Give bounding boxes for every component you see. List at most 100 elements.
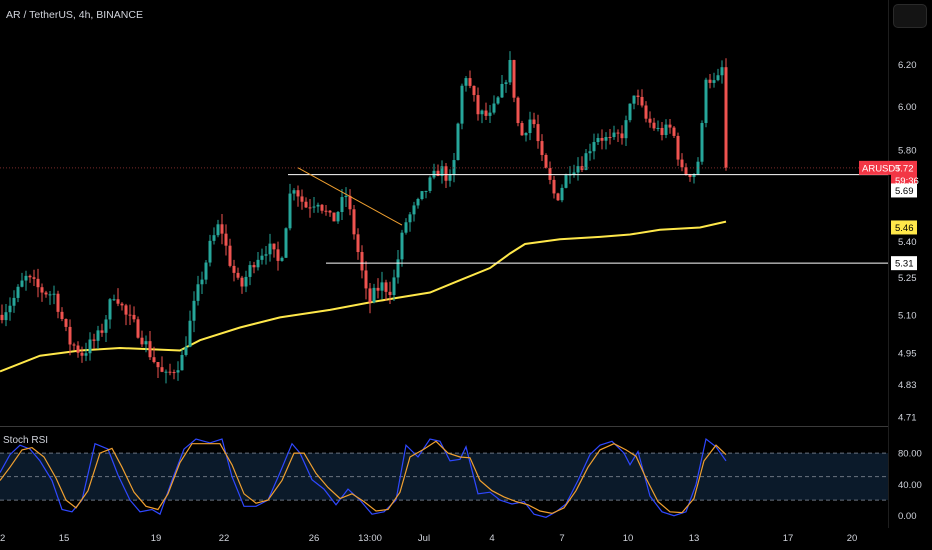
candle <box>340 189 344 221</box>
candle <box>712 72 716 88</box>
candle <box>632 95 636 110</box>
candle <box>588 143 592 161</box>
candle <box>128 304 132 325</box>
candle <box>440 160 444 184</box>
candle <box>116 288 120 307</box>
candle <box>500 74 504 98</box>
candle <box>264 245 268 265</box>
candle <box>636 89 640 106</box>
candle <box>700 120 704 165</box>
x-tick-label: 15 <box>59 533 70 544</box>
candle <box>584 148 588 171</box>
y-tick-label: 4.71 <box>898 412 917 423</box>
candlestick-layer <box>0 51 728 384</box>
candle <box>76 341 80 358</box>
candle <box>144 335 148 353</box>
candle <box>44 290 48 298</box>
candle <box>580 156 584 173</box>
drawing-layer <box>0 167 888 264</box>
candle <box>484 102 488 121</box>
candle <box>332 212 336 222</box>
candle <box>324 204 328 216</box>
candle <box>308 199 312 218</box>
candle <box>624 115 628 147</box>
candle <box>284 227 288 258</box>
candle <box>88 332 92 361</box>
candle <box>532 112 536 128</box>
candle <box>724 58 728 171</box>
candle <box>464 75 468 92</box>
candle <box>356 228 360 260</box>
candle <box>564 173 568 189</box>
candle <box>576 157 580 181</box>
x-tick-label: 7 <box>559 533 564 544</box>
candle <box>172 369 176 380</box>
candle <box>556 192 560 202</box>
stoch-rsi-d-line <box>0 440 727 515</box>
x-tick-label: 17 <box>783 533 794 544</box>
candle <box>716 68 720 82</box>
candle <box>392 269 396 302</box>
candle <box>512 59 516 103</box>
candle <box>228 238 232 268</box>
candle <box>552 175 556 199</box>
y-tick-label: 5.40 <box>898 237 917 248</box>
candle <box>660 121 664 141</box>
y-tick-label: 5.25 <box>898 273 917 284</box>
y-tick-label: 4.95 <box>898 349 917 360</box>
candle <box>644 101 648 123</box>
stoch-rsi-layer <box>0 437 727 518</box>
candle <box>156 361 160 378</box>
candle <box>492 95 496 115</box>
candle <box>52 285 56 305</box>
candle <box>508 51 512 85</box>
candle <box>184 336 188 357</box>
candle <box>472 85 476 102</box>
trendline[interactable] <box>297 167 403 226</box>
x-tick-label: 13 <box>689 533 700 544</box>
candle <box>708 74 712 89</box>
candle <box>688 173 692 182</box>
candle <box>152 346 156 364</box>
candle <box>176 361 180 381</box>
moving-average-layer <box>0 220 727 373</box>
rsi-tick-label: 40.00 <box>898 480 922 491</box>
candle <box>408 211 412 232</box>
candle <box>220 213 224 245</box>
candle <box>32 269 36 286</box>
candle <box>68 319 72 356</box>
last-price-value: 5.72 <box>895 163 914 174</box>
price-tag-value: 5.46 <box>895 223 914 234</box>
candle <box>268 233 272 262</box>
candle <box>652 117 656 131</box>
candle <box>180 349 184 371</box>
candle <box>364 261 368 300</box>
candle <box>304 197 308 209</box>
candle <box>616 129 620 142</box>
candle <box>416 197 420 209</box>
x-tick-label: 13:00 <box>358 533 382 544</box>
candle <box>120 302 124 311</box>
rsi-tick-label: 0.00 <box>898 511 917 522</box>
candle <box>60 307 64 322</box>
candle <box>256 252 260 271</box>
last-price-countdown: 59:36 <box>895 176 919 187</box>
price-tag: 5.46 <box>891 220 917 235</box>
candle <box>336 211 340 224</box>
candle <box>460 83 464 130</box>
candle <box>544 153 548 169</box>
candle <box>548 161 552 185</box>
y-tick-label: 6.20 <box>898 60 917 71</box>
candle <box>36 268 40 298</box>
candle <box>80 346 84 363</box>
candle <box>208 234 212 267</box>
candle <box>516 96 520 127</box>
candle <box>40 283 44 302</box>
layout-toggle-icon[interactable] <box>893 4 927 28</box>
candle <box>104 315 108 342</box>
candle <box>608 129 612 145</box>
price-tag-value: 5.69 <box>895 186 914 197</box>
candle <box>696 157 700 176</box>
candle <box>236 267 240 280</box>
